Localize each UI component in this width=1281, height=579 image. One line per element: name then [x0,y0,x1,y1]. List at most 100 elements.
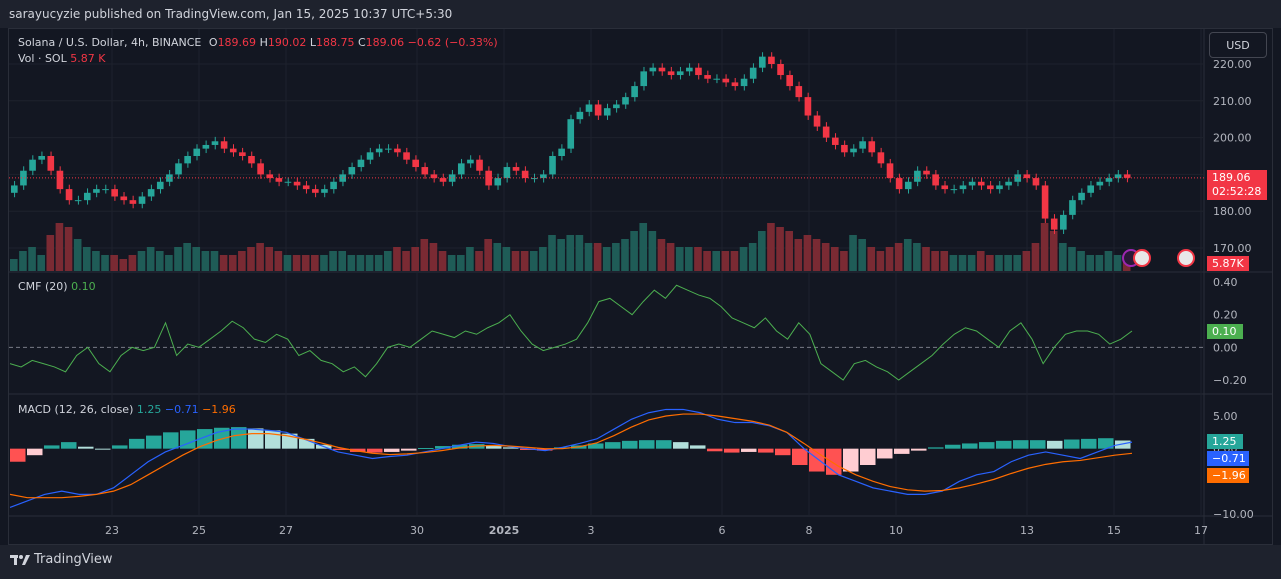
volume-bar [146,247,155,271]
volume-bar [311,255,319,271]
time-axis-tick: 17 [1194,524,1208,537]
candle-body [1060,214,1067,230]
macd-histogram-bar [656,440,672,449]
volume-bar [785,231,793,271]
candle-body [248,156,255,164]
volume-bar [548,235,556,271]
volume-bar [1013,255,1022,271]
macd-histogram-bar [486,445,502,449]
macd-histogram-bar [962,443,978,449]
candle-body [686,67,693,72]
us-flag-event-icon[interactable] [1133,249,1151,267]
macd-histogram-bar [1098,438,1114,449]
volume-bar [566,235,575,271]
macd-histogram-bar [112,445,128,449]
volume-bar [931,251,939,271]
candle-body [11,185,18,193]
candle-body [1069,200,1076,215]
candle-body [950,189,958,191]
macd-label[interactable]: MACD (12, 26, close) [18,403,134,416]
volume-legend: Vol · SOL 5.87 K [18,52,105,65]
candle-body [1023,174,1031,179]
candle-body [859,141,866,149]
candle-body [375,148,383,153]
candle-body [594,104,602,116]
volume-bar [520,251,529,271]
volume-bar [456,255,465,271]
macd-histogram-bar [860,448,876,465]
volume-bar [967,255,976,271]
candle-body [804,97,812,116]
volume-bar [794,239,803,271]
candle-body [1105,178,1113,182]
volume-bar [694,247,702,271]
us-flag-event-icon[interactable] [1177,249,1195,267]
macd-line-label: −0.71 [1207,451,1249,466]
macd-histogram-bar [435,446,451,449]
candle-body [759,56,766,68]
volume-bar [885,247,894,271]
candle-body [567,119,575,149]
volume-bar [913,243,921,271]
candle-body [385,148,392,150]
cmf-line [9,284,1133,381]
volume-bar [748,243,757,271]
volume-bar [557,239,565,271]
macd-histogram-bar [928,447,944,449]
volume-bar [137,251,146,271]
tradingview-logo[interactable]: TradingView [10,552,113,567]
macd-histogram-bar [724,448,740,453]
volume-bar [128,255,137,271]
volume-bar [447,255,456,271]
candle-body [1032,178,1040,186]
candle-body [512,167,520,171]
volume-bar [529,251,538,271]
candle-body [202,144,210,149]
candle-body [603,108,611,116]
volume-label[interactable]: Vol · SOL [18,52,67,65]
macd-histogram-bar [792,448,808,465]
volume-bar [292,255,301,271]
top-bar: sarayucyzie published on TradingView.com… [0,0,1281,28]
macd-histogram-bar [996,440,1012,449]
volume-bar [110,255,118,271]
volume-bar [92,251,100,271]
candle-body [813,115,821,127]
macd-histogram-bar [452,444,468,449]
volume-bar [922,247,930,271]
candle-body [239,152,246,156]
volume-bar [812,239,821,271]
candle-body [302,185,310,190]
volume-bar [940,251,949,271]
volume-bar [958,255,967,271]
candle-body [421,167,429,175]
volume-bar [1077,251,1085,271]
macd-axis-tick: 5.00 [1213,410,1238,423]
candle-body [576,111,584,120]
candle-body [448,174,456,182]
volume-bar [767,223,775,271]
candle-body [740,78,748,87]
open-label: O [208,36,218,49]
volume-bar [511,251,520,271]
volume-bar [347,255,356,271]
volume-bar [1040,223,1049,271]
symbol-label[interactable]: Solana / U.S. Dollar, 4h, BINANCE [18,36,202,49]
volume-bar [64,227,73,271]
macd-histogram-bar [588,443,604,449]
volume-bar [420,239,429,271]
macd-histogram-bar [129,438,145,449]
macd-histogram-bar [945,444,961,449]
macd-histogram-bar [1013,440,1029,449]
candle-body [284,181,292,183]
candle-body [348,167,356,175]
low-value: 188.75 [315,36,355,49]
open-value: 189.69 [217,36,257,49]
macd-histogram-bar [350,448,366,452]
cmf-label[interactable]: CMF (20) [18,280,68,293]
candle-body [257,163,264,175]
currency-button[interactable]: USD [1209,32,1267,58]
volume-bar [338,251,347,271]
candle-body [29,159,36,171]
